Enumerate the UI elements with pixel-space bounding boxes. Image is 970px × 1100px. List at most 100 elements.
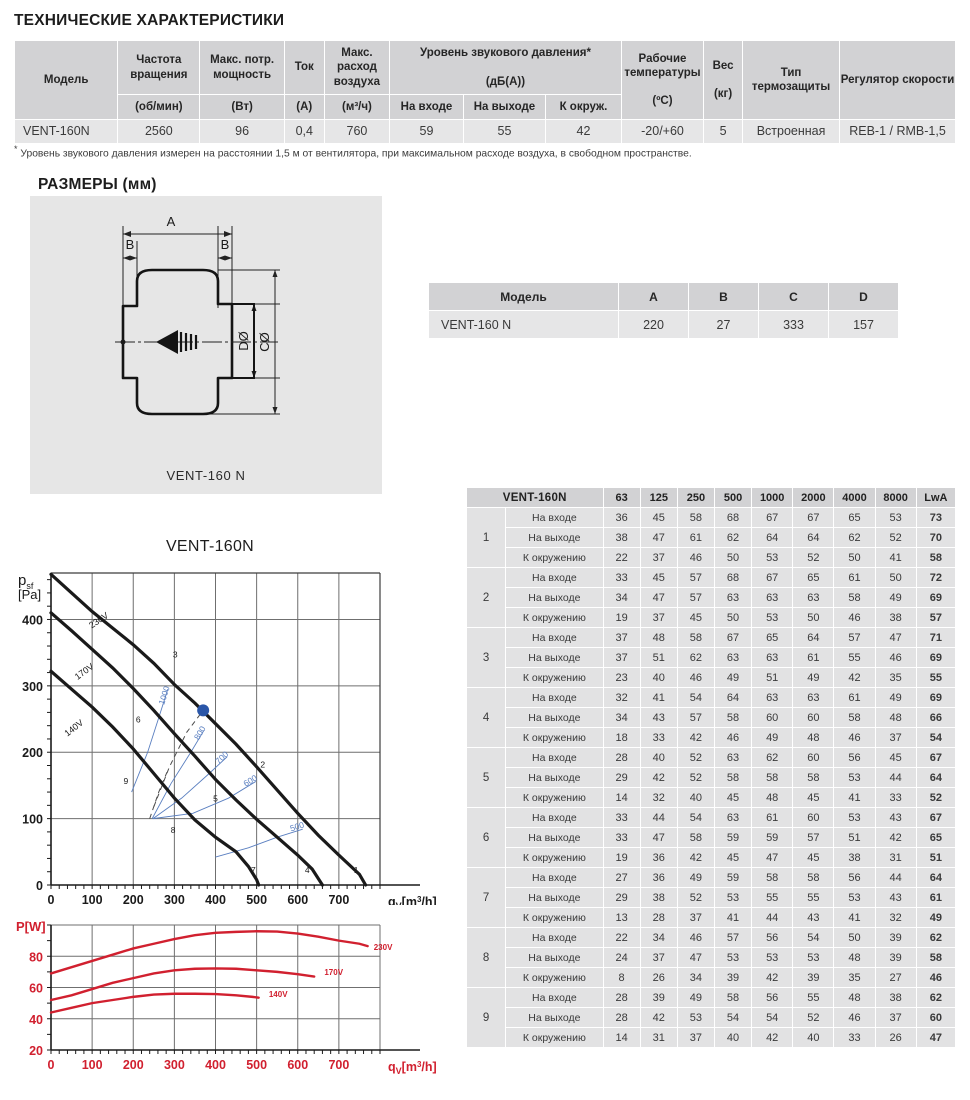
acoustic-position-cell: На входе [506,508,603,527]
acoustic-value-cell: 53 [834,768,875,787]
acoustic-value-cell: 59 [714,868,752,887]
spec-col-weight-label: Вес [712,59,734,72]
acoustic-value-cell: 38 [640,888,677,907]
svg-text:700: 700 [328,1058,349,1072]
acoustic-value-cell: 40 [640,748,677,767]
acoustic-position-cell: К окружению [506,728,603,747]
dim-col-model: Модель [428,282,619,311]
acoustic-value-cell: 64 [793,628,834,647]
acoustic-value-cell: 63 [714,588,752,607]
acoustic-lwa-cell: 73 [916,508,955,527]
dimension-drawing-panel: A B B DØ CØ [30,196,382,494]
acoustic-value-cell: 53 [793,948,834,967]
acoustic-value-cell: 53 [834,808,875,827]
table-row: На выходе 24 37 47 53 53 53 48 39 58 [467,948,955,967]
svg-text:100: 100 [82,1058,103,1072]
svg-text:qV[m3/h]: qV[m3/h] [388,1060,437,1076]
acoustic-value-cell: 53 [677,1008,714,1027]
acoustic-value-cell: 46 [875,648,916,667]
spec-unit-airflow: (м³/ч) [323,94,391,120]
acoustic-value-cell: 49 [793,668,834,687]
acoustic-lwa-cell: 69 [916,648,955,667]
acoustic-position-cell: На выходе [506,888,603,907]
acoustic-value-cell: 47 [752,848,793,867]
acoustic-value-cell: 42 [677,728,714,747]
acoustic-value-cell: 67 [793,508,834,527]
acoustic-value-cell: 29 [603,888,640,907]
acoustic-position-cell: К окружению [506,548,603,567]
acoustic-value-cell: 47 [640,588,677,607]
table-row: 5 На входе 28 40 52 63 62 60 56 45 67 [467,748,955,807]
acoustic-value-cell: 56 [752,928,793,947]
table-row: К окружению 23 40 46 49 51 49 42 35 55 [467,668,955,687]
acoustic-col-8000: 8000 [875,488,916,507]
acoustic-value-cell: 58 [677,508,714,527]
acoustic-value-cell: 55 [793,988,834,1007]
table-row: На выходе 29 42 52 58 58 58 53 44 64 [467,768,955,787]
acoustic-value-cell: 50 [834,548,875,567]
acoustic-position-cell: К окружению [506,1028,603,1047]
dim-label-d: DØ [236,331,251,351]
svg-text:80: 80 [29,950,43,964]
acoustic-lwa-cell: 62 [916,928,955,947]
acoustic-value-cell: 49 [875,688,916,707]
acoustic-value-cell: 52 [677,888,714,907]
acoustic-value-cell: 59 [752,828,793,847]
acoustic-lwa-cell: 60 [916,1008,955,1027]
acoustic-lwa-cell: 67 [916,808,955,827]
spec-unit-current: (А) [283,94,325,120]
acoustic-value-cell: 23 [603,668,640,687]
spec-col-weight: Вес (кг) [703,40,744,120]
acoustic-col-250: 250 [677,488,714,507]
spec-col-sound-env: К окруж. [545,94,622,120]
acoustic-value-cell: 39 [793,968,834,987]
acoustic-value-cell: 49 [752,728,793,747]
acoustic-col-4000: 4000 [834,488,875,507]
airflow-arrow-icon [156,330,198,354]
table-row: 2 На входе 33 45 57 68 67 65 61 50 72 [467,568,955,627]
acoustic-value-cell: 65 [793,568,834,587]
acoustic-position-cell: К окружению [506,968,603,987]
acoustic-value-cell: 26 [875,1028,916,1047]
acoustic-value-cell: 55 [834,648,875,667]
acoustic-lwa-cell: 62 [916,988,955,1007]
acoustic-value-cell: 41 [640,688,677,707]
dim-value-c: 333 [758,310,829,339]
acoustic-value-cell: 41 [714,908,752,927]
acoustic-value-cell: 22 [603,548,640,567]
acoustic-lwa-cell: 64 [916,768,955,787]
acoustic-position-cell: На входе [506,628,603,647]
acoustic-col-125: 125 [640,488,677,507]
acoustic-value-cell: 58 [793,868,834,887]
dim-value-a: 220 [618,310,689,339]
acoustic-value-cell: 63 [714,748,752,767]
svg-text:0: 0 [48,1058,55,1072]
acoustic-value-cell: 49 [677,988,714,1007]
acoustic-position-cell: На выходе [506,828,603,847]
acoustic-value-cell: 41 [875,548,916,567]
spec-col-power-label: Макс. потр. мощность [210,54,275,81]
acoustic-value-cell: 28 [603,988,640,1007]
acoustic-speed-cell: 7 [467,868,506,927]
table-row: VENT-160N 2560 96 0,4 760 59 55 42 -20/+… [13,119,956,144]
drawing-caption: VENT-160 N [166,468,246,483]
page-title-specifications: ТЕХНИЧЕСКИЕ ХАРАКТЕРИСТИКИ [14,12,285,29]
acoustic-value-cell: 63 [714,648,752,667]
acoustic-value-cell: 48 [752,788,793,807]
acoustic-value-cell: 45 [640,568,677,587]
acoustic-value-cell: 53 [714,948,752,967]
svg-text:300: 300 [164,893,185,905]
dim-value-model: VENT-160 N [428,310,619,339]
acoustic-lwa-cell: 58 [916,948,955,967]
acoustic-lwa-cell: 64 [916,868,955,887]
acoustic-lwa-cell: 58 [916,548,955,567]
acoustic-value-cell: 52 [793,1008,834,1027]
dim-label-a: A [167,214,176,229]
acoustic-value-cell: 50 [714,608,752,627]
acoustic-position-cell: На выходе [506,948,603,967]
acoustic-lwa-cell: 52 [916,788,955,807]
dim-col-b: B [688,282,759,311]
svg-text:140V: 140V [269,990,288,999]
